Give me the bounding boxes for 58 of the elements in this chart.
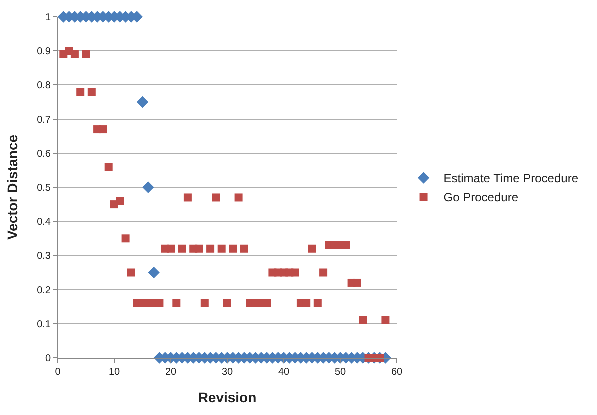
- y-tick-label: 0.7: [37, 114, 52, 126]
- point: [212, 194, 220, 202]
- point: [184, 194, 192, 202]
- point: [314, 299, 322, 308]
- point: [263, 299, 272, 308]
- x-axis-title: Revision: [198, 389, 257, 406]
- point: [224, 299, 232, 308]
- y-tick-label: 0.2: [37, 285, 52, 296]
- x-tick-label: 0: [55, 367, 62, 378]
- point: [127, 268, 136, 277]
- x-tick-label: 20: [165, 367, 177, 378]
- y-tick-label: 0.6: [37, 148, 52, 160]
- point: [291, 268, 300, 277]
- point: [142, 182, 154, 194]
- point: [172, 299, 181, 308]
- point: [234, 194, 243, 202]
- y-tick-label: 0.3: [37, 251, 52, 262]
- x-tick-label: 60: [391, 367, 403, 378]
- point: [382, 316, 390, 324]
- point: [178, 244, 186, 253]
- y-tick-label: 0.5: [37, 183, 52, 194]
- point: [200, 299, 209, 308]
- x-tick-label: 40: [278, 367, 290, 378]
- x-tick-label: 10: [108, 367, 120, 378]
- point: [353, 278, 362, 287]
- point: [148, 266, 160, 279]
- point: [302, 299, 311, 308]
- point: [359, 316, 368, 324]
- point: [320, 268, 328, 277]
- point: [156, 299, 164, 308]
- point: [308, 244, 316, 253]
- y-tick-label: 0.8: [37, 80, 52, 92]
- point: [82, 50, 90, 59]
- point: [99, 126, 108, 134]
- point: [240, 244, 248, 253]
- y-tick-label: 1: [45, 12, 52, 24]
- point: [167, 244, 175, 253]
- point: [206, 244, 215, 253]
- x-tick-label: 50: [334, 367, 346, 378]
- x-tick-label: 30: [222, 367, 234, 378]
- legend-label: Go Procedure: [444, 190, 519, 205]
- point: [122, 234, 130, 243]
- point: [88, 88, 96, 96]
- point: [195, 244, 204, 253]
- legend-label: Estimate Time Procedure: [444, 172, 579, 186]
- y-axis-title: Vector Distance: [4, 134, 21, 240]
- point: [70, 50, 79, 59]
- y-tick-label: 0.4: [37, 217, 52, 228]
- y-tick-label: 0.1: [37, 319, 52, 330]
- point: [116, 197, 124, 206]
- y-tick-label: 0: [45, 354, 52, 364]
- point: [229, 244, 238, 253]
- point: [342, 241, 350, 250]
- point: [76, 88, 85, 96]
- point: [104, 163, 113, 172]
- y-tick-label: 0.9: [37, 46, 52, 58]
- point: [218, 244, 226, 253]
- point: [136, 96, 149, 108]
